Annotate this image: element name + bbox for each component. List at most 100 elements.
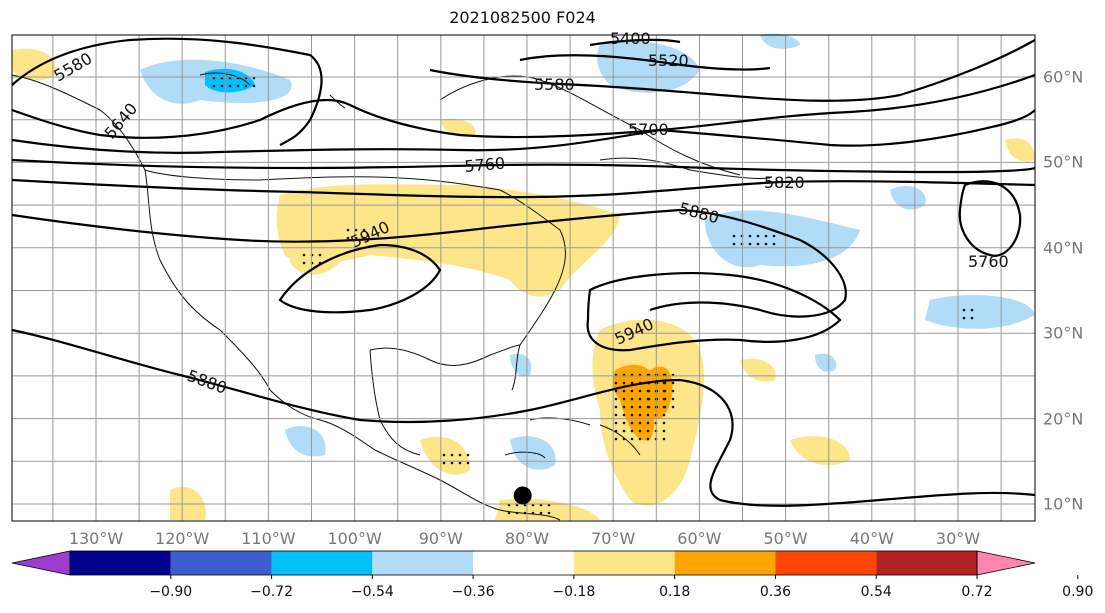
contour-label: 5760 [968,252,1009,271]
contour-5580-east [429,39,1036,102]
stipple-dot [539,511,543,515]
contour-5940-west [278,243,442,314]
stipple-dot [671,381,675,385]
longitude-label: 110°W [241,529,296,548]
colorbar-segment [674,551,776,575]
colorbar-segment [70,551,171,575]
colorbar-segment [876,551,977,575]
neg-region-atlantic-east [925,295,1035,329]
stipple-dot [302,253,306,257]
neg-region-florida [510,353,532,377]
stipple-dot [646,437,650,441]
stipple-dot [732,242,736,246]
stipple-dot [630,437,634,441]
colorbar-segment [775,551,877,575]
stipple-dot [970,308,974,312]
stipple-dot [362,228,366,232]
contour-5640 [11,73,1036,139]
colorbar-segment [271,551,373,575]
contour-label: 5820 [764,173,805,192]
pos-region-pacific-south [170,486,206,520]
stipple-dot [646,413,650,417]
contour-5580-west [11,37,323,146]
colorbar-outline [69,550,978,576]
longitude-label: 70°W [591,529,636,548]
stipple-dot [442,461,446,465]
stipple-dot [671,389,675,393]
stipple-dot [622,421,626,425]
neg-region-bermuda [890,185,926,210]
longitude-label: 100°W [327,529,382,548]
pos-region-west-pacific [12,48,56,81]
neg-region-alaska-core [205,68,255,93]
stipple-dot [756,234,760,238]
stipple-dot [547,511,551,515]
stipple-dot [962,316,966,320]
stipple-dot [630,413,634,417]
latitude-label: 30°N [1043,323,1084,343]
latitude-label: 60°N [1043,67,1084,87]
stipple-dot [614,405,618,409]
longitude-label: 130°W [68,529,124,548]
stipple-dot [962,308,966,312]
colorbar-segment [372,551,474,575]
stipple-dot [630,429,634,433]
contour-5880-south [11,328,1036,507]
contour-5880-ring [649,239,847,318]
colorbar-tick-label: −0.54 [350,584,394,600]
pos-region-east-atlantic [1005,138,1035,162]
pos-region-cape-verde [790,436,850,466]
contour-5760-east [958,180,1022,257]
stipple-dot [622,389,626,393]
stipple-dot [614,381,618,385]
neg-region-greenland [760,33,800,49]
stipple-dot [646,429,650,433]
stipple-dot [220,84,224,88]
stipple-dot [772,242,776,246]
stipple-dot [442,453,446,457]
stipple-dot [647,397,651,401]
stipple-dot [647,405,651,409]
colorbar-tick-label: 0.90 [1062,584,1094,600]
stipple-dot [252,84,256,88]
stipple-dot [756,242,760,246]
neg-region-hudson [597,41,700,93]
stipple-dot [630,389,634,393]
longitude-label: 40°W [849,529,894,548]
neg-region-pacific [285,426,326,457]
colorbar-extend-min [11,550,71,576]
pos-region-plains [276,184,620,297]
stipple-dot [614,397,618,401]
longitude-label: 30°W [935,529,981,548]
stipple-dot [354,228,358,232]
contour-5820 [11,178,1036,199]
colorbar-extend-max [976,550,1036,576]
stipple-dot [662,437,666,441]
stipple-dot [638,437,642,441]
contour-label: 5760 [464,154,506,176]
contour-label: 5700 [628,120,669,139]
stipple-dot [662,421,666,425]
stipple-dot [622,397,626,401]
pos-region-labrador [440,118,476,137]
stipple-dot [663,397,667,401]
contour-5400 [589,38,681,47]
stipple-dot [614,421,618,425]
stipple-dot [663,389,667,393]
contour-label: 5580 [534,75,575,94]
contour-5880 [11,208,801,243]
stipple-dot [662,413,666,417]
colorbar-tick-label: 0.54 [860,584,892,600]
stipple-dot [732,234,736,238]
stipple-dot [764,234,768,238]
colorbar-tick-label: 0.36 [759,584,792,600]
stipple-dot [228,84,232,88]
stipple-dot [466,461,470,465]
longitude-label: 90°W [418,529,463,548]
contour-5940-atl [586,272,842,352]
stipple-dot [622,413,626,417]
stipple-dot [630,405,634,409]
colorbar-tick-label: 0.18 [659,584,691,600]
height-contours [11,37,1036,507]
